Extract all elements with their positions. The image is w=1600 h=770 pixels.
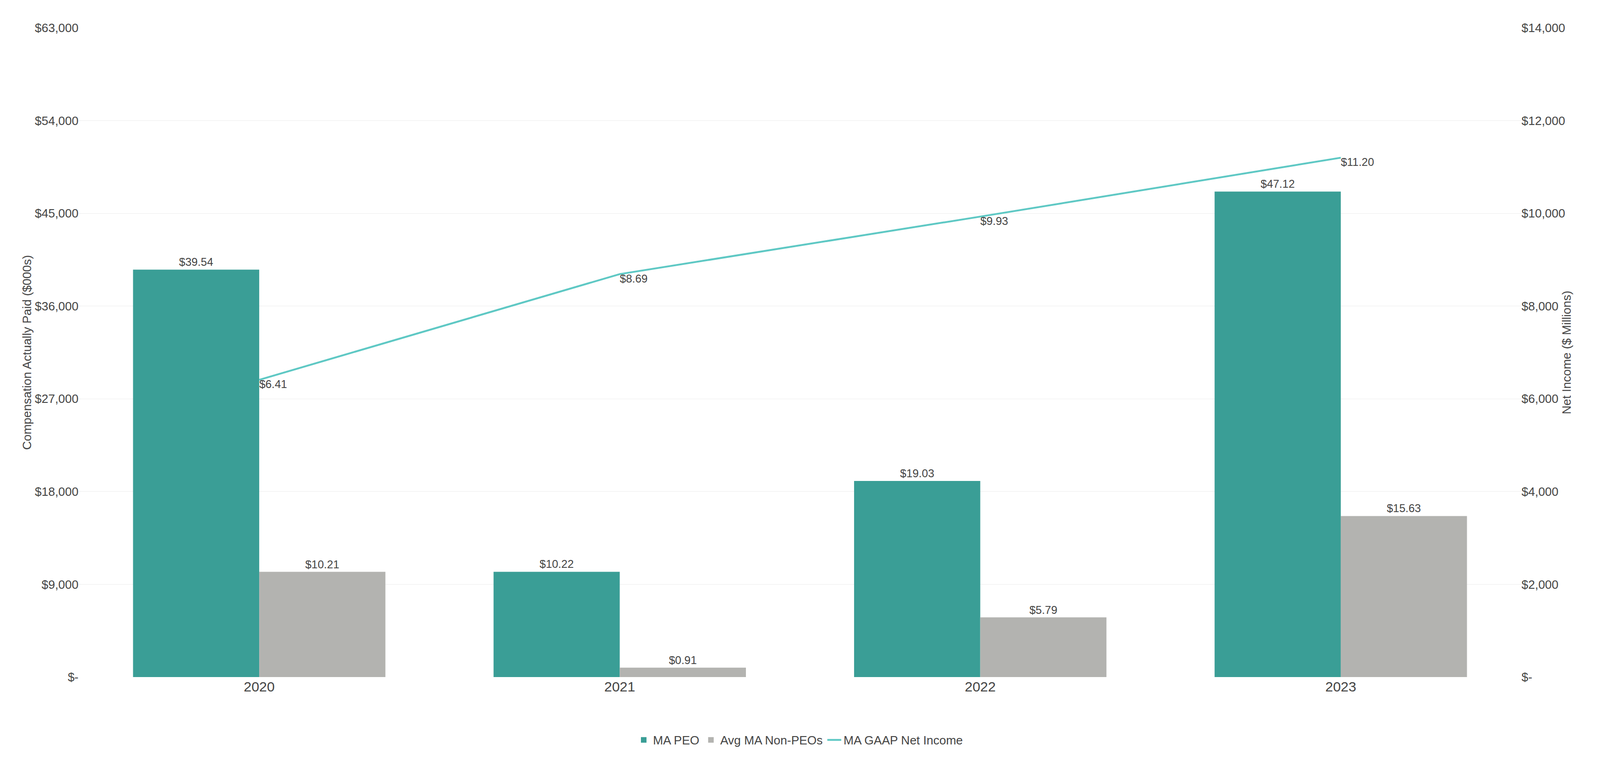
svg-text:MA PEO: MA PEO bbox=[653, 732, 700, 747]
svg-text:2021: 2021 bbox=[604, 678, 636, 694]
svg-text:$27,000: $27,000 bbox=[34, 391, 79, 406]
svg-text:$11.20: $11.20 bbox=[1340, 155, 1375, 169]
svg-text:Compensation Actually Paid ($0: Compensation Actually Paid ($000s) bbox=[19, 254, 34, 450]
svg-text:$0.91: $0.91 bbox=[668, 653, 697, 667]
svg-text:$15.63: $15.63 bbox=[1386, 501, 1421, 515]
svg-text:$10.21: $10.21 bbox=[305, 557, 340, 571]
svg-text:2023: 2023 bbox=[1325, 678, 1357, 694]
svg-text:$-: $- bbox=[67, 669, 79, 684]
svg-text:$10,000: $10,000 bbox=[1521, 206, 1566, 221]
svg-text:$18,000: $18,000 bbox=[34, 484, 79, 499]
svg-text:$6.41: $6.41 bbox=[259, 377, 288, 391]
svg-text:MA GAAP Net Income: MA GAAP Net Income bbox=[843, 732, 963, 747]
svg-text:$4,000: $4,000 bbox=[1521, 484, 1559, 499]
svg-text:$14,000: $14,000 bbox=[1521, 20, 1566, 35]
svg-text:$12,000: $12,000 bbox=[1521, 113, 1566, 128]
svg-text:$45,000: $45,000 bbox=[34, 206, 79, 221]
svg-text:$10.22: $10.22 bbox=[539, 557, 574, 570]
svg-text:Avg MA Non-PEOs: Avg MA Non-PEOs bbox=[720, 732, 823, 747]
svg-text:$8.69: $8.69 bbox=[619, 272, 648, 285]
svg-text:$9.93: $9.93 bbox=[980, 214, 1009, 228]
svg-text:$39.54: $39.54 bbox=[179, 255, 214, 268]
svg-text:$54,000: $54,000 bbox=[34, 113, 79, 128]
svg-text:$-: $- bbox=[1521, 669, 1533, 684]
svg-text:2022: 2022 bbox=[964, 678, 996, 694]
svg-text:2020: 2020 bbox=[243, 678, 275, 694]
svg-text:$2,000: $2,000 bbox=[1521, 577, 1559, 592]
svg-text:$19.03: $19.03 bbox=[900, 466, 934, 480]
svg-text:$63,000: $63,000 bbox=[34, 20, 79, 35]
svg-text:$9,000: $9,000 bbox=[41, 577, 79, 592]
svg-text:$36,000: $36,000 bbox=[34, 299, 79, 314]
svg-text:$47.12: $47.12 bbox=[1260, 177, 1295, 190]
svg-text:Net Income ($ Millions): Net Income ($ Millions) bbox=[1559, 290, 1574, 415]
svg-text:$6,000: $6,000 bbox=[1521, 391, 1559, 406]
svg-text:$5.79: $5.79 bbox=[1029, 603, 1058, 616]
svg-text:$8,000: $8,000 bbox=[1521, 299, 1559, 314]
